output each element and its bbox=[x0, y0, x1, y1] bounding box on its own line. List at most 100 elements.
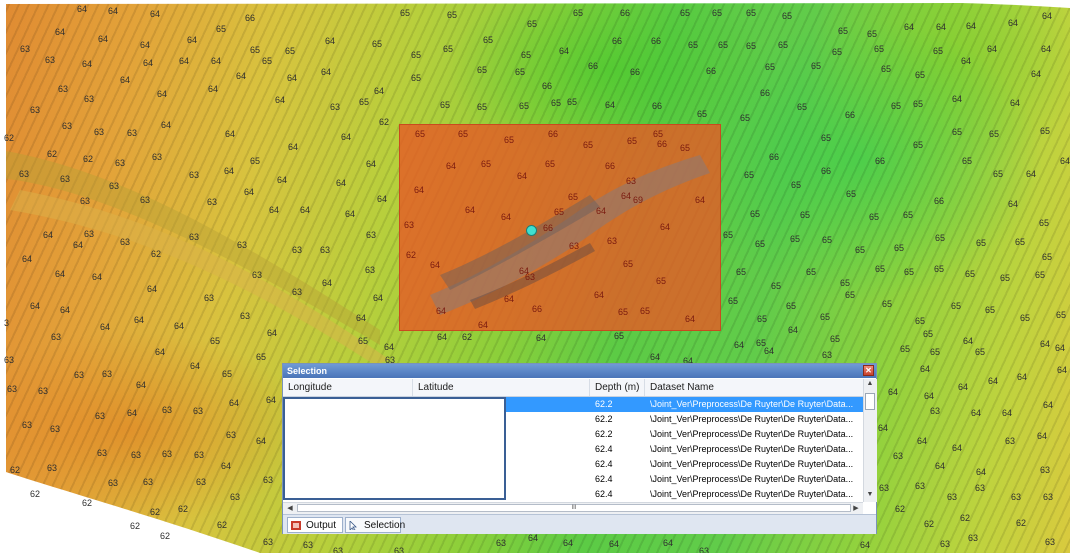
horizontal-scrollbar[interactable]: ◀ III ▶ bbox=[283, 502, 863, 514]
horizontal-scroll-thumb[interactable]: III bbox=[297, 504, 851, 512]
scroll-up-icon[interactable]: ▲ bbox=[866, 380, 874, 387]
depth-label: 63 bbox=[263, 537, 274, 547]
depth-label: 65 bbox=[822, 235, 833, 245]
table-row[interactable]: 62.2 \Joint_Ver\Preprocess\De Ruyter\De R… bbox=[283, 412, 863, 427]
depth-label: 63 bbox=[50, 424, 61, 434]
column-header-dataset-name[interactable]: Dataset Name bbox=[650, 382, 714, 393]
depth-label: 65 bbox=[985, 305, 996, 315]
depth-label: 65 bbox=[800, 210, 811, 220]
depth-label: 63 bbox=[94, 127, 105, 137]
depth-label: 65 bbox=[923, 329, 934, 339]
depth-label: 64 bbox=[917, 436, 928, 446]
panel-titlebar[interactable]: Selection ✕ bbox=[283, 364, 876, 378]
depth-label: 63 bbox=[975, 483, 986, 493]
depth-label: 63 bbox=[127, 128, 138, 138]
depth-label: 63 bbox=[47, 463, 58, 473]
depth-label: 65 bbox=[411, 50, 422, 60]
vertical-scrollbar[interactable]: ▲ ▼ bbox=[863, 379, 877, 502]
selection-area-rectangle[interactable]: 65 65 65 66 65 65 66 64 65 65 66 65 65 63 64 64 65 64 69 64… bbox=[399, 124, 721, 331]
scroll-down-icon[interactable]: ▼ bbox=[866, 491, 874, 498]
depth-label: 65 bbox=[1020, 313, 1031, 323]
depth-label: 65 bbox=[894, 243, 905, 253]
depth-label: 65 bbox=[989, 129, 1000, 139]
depth-label: 63 bbox=[19, 169, 30, 179]
close-icon[interactable]: ✕ bbox=[863, 365, 874, 376]
selection-depth-label: 64 bbox=[501, 212, 512, 222]
vertical-scroll-thumb[interactable] bbox=[865, 393, 875, 410]
depth-label: 64 bbox=[935, 461, 946, 471]
depth-label: 65 bbox=[1015, 237, 1026, 247]
selection-depth-label: 63 bbox=[569, 241, 580, 251]
depth-label: 65 bbox=[443, 44, 454, 54]
selection-pointer-icon bbox=[349, 521, 357, 530]
depth-label: 66 bbox=[769, 152, 780, 162]
depth-label: 64 bbox=[1043, 400, 1054, 410]
depth-label: 62 bbox=[217, 520, 228, 530]
depth-label: 65 bbox=[951, 301, 962, 311]
depth-label: 64 bbox=[373, 293, 384, 303]
depth-label: 64 bbox=[155, 347, 166, 357]
table-row[interactable]: 62.4 \Joint_Ver\Preprocess\De Ruyter\De R… bbox=[283, 442, 863, 457]
depth-label: 64 bbox=[734, 340, 745, 350]
depth-label: 65 bbox=[965, 269, 976, 279]
depth-label: 65 bbox=[900, 344, 911, 354]
dataset-name-cell: \Joint_Ver\Preprocess\De Ruyter\De Ruyte… bbox=[650, 489, 854, 499]
depth-label: 64 bbox=[966, 21, 977, 31]
depth-label: 64 bbox=[256, 436, 267, 446]
depth-label: 65 bbox=[993, 169, 1004, 179]
depth-label: 62 bbox=[130, 521, 141, 531]
depth-label: 63 bbox=[51, 332, 62, 342]
depth-label: 64 bbox=[221, 461, 232, 471]
depth-label: 65 bbox=[697, 109, 708, 119]
depth-label: 64 bbox=[1042, 11, 1053, 21]
depth-label: 66 bbox=[651, 36, 662, 46]
depth-label: 65 bbox=[778, 40, 789, 50]
depth-label: 64 bbox=[277, 175, 288, 185]
column-header-depth[interactable]: Depth (m) bbox=[590, 379, 645, 396]
depth-label: 66 bbox=[934, 196, 945, 206]
depth-label: 63 bbox=[131, 450, 142, 460]
depth-label: 63 bbox=[1005, 436, 1016, 446]
depth-label: 65 bbox=[447, 10, 458, 20]
column-header-latitude[interactable]: Latitude bbox=[413, 379, 590, 396]
depth-label: 63 bbox=[193, 406, 204, 416]
table-row[interactable]: 62.4 \Joint_Ver\Preprocess\De Ruyter\De R… bbox=[283, 487, 863, 502]
depth-label: 63 bbox=[893, 451, 904, 461]
scroll-left-icon[interactable]: ◀ bbox=[287, 505, 293, 512]
depth-label: 64 bbox=[609, 539, 620, 549]
depth-label: 66 bbox=[588, 61, 599, 71]
scroll-right-icon[interactable]: ▶ bbox=[853, 505, 859, 512]
depth-label: 63 bbox=[143, 477, 154, 487]
panel-tabstrip: Output Selection bbox=[283, 514, 876, 534]
depth-label: 64 bbox=[244, 187, 255, 197]
table-header: Longitude Latitude Depth (m) Dataset Nam… bbox=[283, 379, 863, 397]
depth-label: 63 bbox=[30, 105, 41, 115]
depth-label: 65 bbox=[962, 156, 973, 166]
table-row[interactable]: 62.2 \Joint_Ver\Preprocess\De Ruyter\De R… bbox=[283, 427, 863, 442]
dataset-name-cell: \Joint_Ver\Preprocess\De Ruyter\De Ruyte… bbox=[650, 414, 854, 424]
depth-label: 64 bbox=[287, 73, 298, 83]
dataset-name-cell: \Joint_Ver\Preprocess\De Ruyter\De Ruyte… bbox=[650, 399, 854, 409]
tab-selection[interactable]: Selection bbox=[345, 517, 405, 533]
depth-label: 65 bbox=[411, 73, 422, 83]
depth-label: 65 bbox=[806, 267, 817, 277]
depth-label: 64 bbox=[336, 178, 347, 188]
depth-label: 64 bbox=[952, 94, 963, 104]
selection-depth-label: 64 bbox=[596, 206, 607, 216]
depth-cell: 62.4 bbox=[595, 444, 613, 454]
selection-depth-label: 65 bbox=[568, 192, 579, 202]
depth-label: 63 bbox=[292, 245, 303, 255]
depth-label: 64 bbox=[936, 22, 947, 32]
selection-depth-label: 69 bbox=[633, 195, 644, 205]
table-row[interactable]: 62.4 \Joint_Ver\Preprocess\De Ruyter\De R… bbox=[283, 472, 863, 487]
depth-label: 63 bbox=[120, 237, 131, 247]
depth-label: 64 bbox=[211, 56, 222, 66]
column-header-longitude[interactable]: Longitude bbox=[283, 379, 413, 396]
depth-label: 66 bbox=[821, 166, 832, 176]
depth-label: 64 bbox=[605, 100, 616, 110]
table-row[interactable]: 62.4 \Joint_Ver\Preprocess\De Ruyter\De R… bbox=[283, 457, 863, 472]
tab-output[interactable]: Output bbox=[287, 517, 343, 533]
map-cursor-marker[interactable] bbox=[526, 225, 537, 236]
depth-label: 66 bbox=[542, 81, 553, 91]
